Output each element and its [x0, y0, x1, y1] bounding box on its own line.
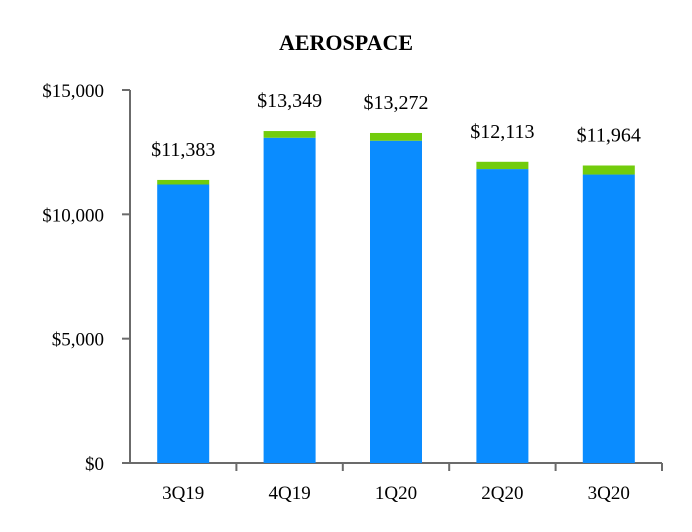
bar-segment-top — [370, 132, 422, 141]
y-tick-label: $10,000 — [42, 205, 104, 226]
bar-segment-main — [263, 137, 316, 463]
data-label: $11,964 — [577, 124, 641, 146]
data-label: $11,383 — [151, 139, 215, 161]
bar-segment-top — [582, 165, 635, 175]
bar-segment-main — [476, 169, 529, 464]
chart-axes: $0 $5,000 $10,000 $15,000 3Q19 4Q19 1Q20 2Q20 3Q… — [42, 81, 663, 504]
data-label: $12,113 — [470, 121, 534, 143]
x-tick-label: 3Q20 — [588, 483, 630, 504]
bar-segment-top — [476, 161, 529, 170]
x-tick-label: 3Q19 — [162, 483, 204, 504]
y-tick-label: $0 — [85, 454, 104, 475]
x-tick-label: 4Q19 — [268, 483, 310, 504]
x-tick-label: 2Q20 — [481, 483, 523, 504]
bar-segment-main — [157, 184, 210, 463]
x-tick-label: 1Q20 — [375, 483, 417, 504]
labels-group: $11,383 $13,349 $13,272 $12,113 $11,964 — [151, 90, 641, 161]
bars-group — [157, 131, 635, 464]
chart-title: AEROSPACE — [279, 30, 413, 55]
data-label: $13,272 — [364, 92, 429, 114]
bar-segment-top — [157, 179, 210, 185]
bar-segment-top — [263, 131, 316, 138]
y-tick-label: $5,000 — [52, 330, 104, 351]
bar-segment-main — [370, 140, 422, 463]
y-tick-label: $15,000 — [42, 81, 104, 102]
bar-segment-main — [582, 174, 635, 463]
data-label: $13,349 — [257, 90, 322, 112]
